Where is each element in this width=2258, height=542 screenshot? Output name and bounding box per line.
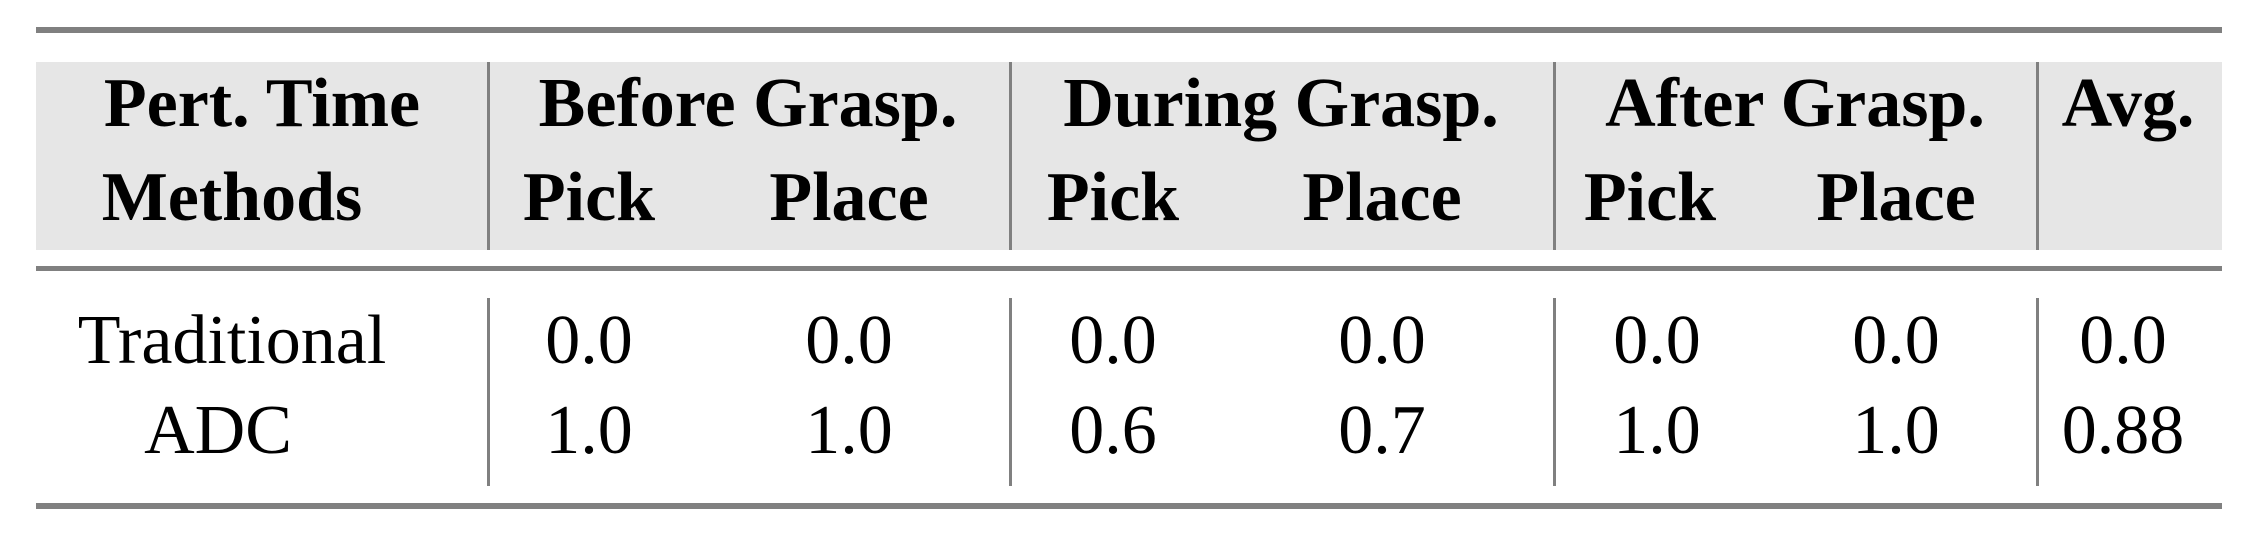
top-rule <box>36 27 2222 33</box>
subheader-pick: Pick <box>1583 159 1717 236</box>
column-divider <box>1009 298 1012 486</box>
column-divider <box>2036 298 2039 486</box>
table-cell: 0.0 <box>1852 302 1940 379</box>
table-cell: 0.6 <box>1069 392 1157 469</box>
bottom-rule <box>36 503 2222 509</box>
table-cell: 1.0 <box>545 392 633 469</box>
header-avg: Avg. <box>2061 65 2195 142</box>
subheader-place: Place <box>1816 159 1976 236</box>
column-divider <box>1009 62 1012 250</box>
row-method-traditional: Traditional <box>77 302 387 379</box>
row-method-adc: ADC <box>144 392 292 469</box>
subheader-pick: Pick <box>1046 159 1180 236</box>
header-pert-time: Pert. Time <box>103 65 421 142</box>
table-cell: 0.0 <box>545 302 633 379</box>
header-after-grasp: After Grasp. <box>1605 65 1985 142</box>
table-cell: 0.0 <box>1338 302 1426 379</box>
header-before-grasp: Before Grasp. <box>538 65 958 142</box>
subheader-pick: Pick <box>522 159 656 236</box>
mid-rule <box>36 266 2222 271</box>
table-cell: 1.0 <box>1852 392 1940 469</box>
subheader-place: Place <box>769 159 929 236</box>
header-during-grasp: During Grasp. <box>1063 65 1499 142</box>
column-divider <box>1553 298 1556 486</box>
header-background <box>36 62 2222 250</box>
table-cell: 0.0 <box>805 302 893 379</box>
column-divider <box>2036 62 2039 250</box>
header-methods: Methods <box>101 159 363 236</box>
subheader-place: Place <box>1302 159 1462 236</box>
table-cell: 0.0 <box>1069 302 1157 379</box>
column-divider <box>487 298 490 486</box>
table-cell: 1.0 <box>1613 392 1701 469</box>
column-divider <box>487 62 490 250</box>
table-cell: 1.0 <box>805 392 893 469</box>
table-cell-avg: 0.88 <box>2061 392 2185 469</box>
table-cell-avg: 0.0 <box>2079 302 2167 379</box>
column-divider <box>1553 62 1556 250</box>
table-cell: 0.0 <box>1613 302 1701 379</box>
table-cell: 0.7 <box>1338 392 1426 469</box>
